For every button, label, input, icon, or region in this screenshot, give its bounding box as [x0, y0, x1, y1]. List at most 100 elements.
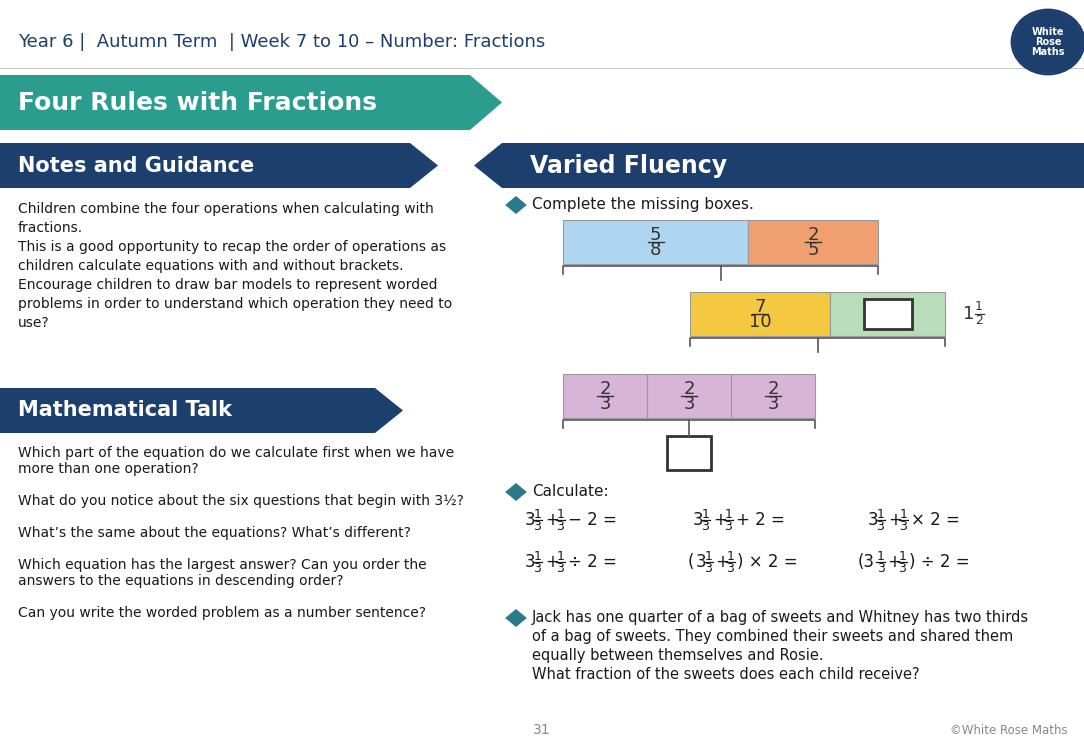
Text: +: + — [545, 511, 559, 529]
FancyBboxPatch shape — [647, 374, 731, 418]
FancyBboxPatch shape — [864, 299, 912, 329]
Text: problems in order to understand which operation they need to: problems in order to understand which op… — [18, 297, 452, 311]
Text: Varied Fluency: Varied Fluency — [530, 154, 727, 178]
Text: Which part of the equation do we calculate first when we have: Which part of the equation do we calcula… — [18, 446, 454, 460]
Text: 1: 1 — [975, 301, 983, 313]
Text: This is a good opportunity to recap the order of operations as: This is a good opportunity to recap the … — [18, 240, 447, 254]
Text: 31: 31 — [533, 723, 551, 737]
Polygon shape — [505, 483, 527, 501]
Text: 1: 1 — [877, 508, 885, 520]
Polygon shape — [474, 143, 502, 188]
Text: 3: 3 — [533, 520, 541, 532]
Text: Year 6 |  Autumn Term  | Week 7 to 10 – Number: Fractions: Year 6 | Autumn Term | Week 7 to 10 – Nu… — [18, 33, 545, 51]
Text: 5: 5 — [649, 226, 661, 244]
FancyBboxPatch shape — [563, 374, 647, 418]
Text: 3: 3 — [877, 520, 885, 532]
Text: 2: 2 — [975, 314, 983, 328]
Text: 5: 5 — [808, 241, 818, 259]
Text: 3: 3 — [767, 395, 778, 413]
Text: − 2 =: − 2 = — [568, 511, 617, 529]
FancyBboxPatch shape — [0, 75, 470, 130]
Text: 1: 1 — [533, 508, 541, 520]
FancyBboxPatch shape — [830, 292, 945, 336]
Text: Calculate:: Calculate: — [532, 484, 608, 500]
Text: 1: 1 — [724, 508, 732, 520]
FancyBboxPatch shape — [563, 220, 748, 264]
Text: 3: 3 — [556, 562, 565, 574]
Text: ÷ 2 =: ÷ 2 = — [568, 553, 617, 571]
FancyBboxPatch shape — [731, 374, 815, 418]
Text: 7: 7 — [754, 298, 765, 316]
Text: 1: 1 — [963, 305, 975, 323]
Text: 1: 1 — [899, 550, 906, 562]
FancyBboxPatch shape — [0, 388, 375, 433]
Text: +: + — [713, 511, 727, 529]
Text: 1: 1 — [726, 550, 734, 562]
Text: What do you notice about the six questions that begin with 3½?: What do you notice about the six questio… — [18, 494, 464, 508]
Text: 2: 2 — [683, 380, 695, 398]
Text: ©White Rose Maths: ©White Rose Maths — [951, 724, 1068, 736]
Text: Which equation has the largest answer? Can you order the: Which equation has the largest answer? C… — [18, 558, 427, 572]
Text: equally between themselves and Rosie.: equally between themselves and Rosie. — [532, 648, 824, 663]
Text: 1: 1 — [556, 550, 565, 562]
Polygon shape — [470, 75, 502, 130]
Text: answers to the equations in descending order?: answers to the equations in descending o… — [18, 574, 344, 588]
Text: 1: 1 — [705, 550, 712, 562]
Text: 3: 3 — [525, 511, 535, 529]
Text: Complete the missing boxes.: Complete the missing boxes. — [532, 197, 753, 212]
Text: 3: 3 — [701, 520, 709, 532]
Text: fractions.: fractions. — [18, 221, 83, 235]
Text: Mathematical Talk: Mathematical Talk — [18, 400, 232, 421]
Text: Notes and Guidance: Notes and Guidance — [18, 155, 255, 176]
Text: 3: 3 — [724, 520, 732, 532]
Text: +: + — [888, 553, 901, 571]
Polygon shape — [375, 388, 403, 433]
Text: Encourage children to draw bar models to represent worded: Encourage children to draw bar models to… — [18, 278, 438, 292]
Text: 2: 2 — [599, 380, 610, 398]
Text: children calculate equations with and without brackets.: children calculate equations with and wi… — [18, 259, 403, 273]
Polygon shape — [505, 609, 527, 627]
Text: (3: (3 — [859, 553, 875, 571]
Text: 3: 3 — [877, 562, 885, 574]
Text: What fraction of the sweets does each child receive?: What fraction of the sweets does each ch… — [532, 667, 919, 682]
Text: Four Rules with Fractions: Four Rules with Fractions — [18, 91, 377, 115]
Text: 3: 3 — [525, 553, 535, 571]
Text: Jack has one quarter of a bag of sweets and Whitney has two thirds: Jack has one quarter of a bag of sweets … — [532, 610, 1029, 625]
Text: more than one operation?: more than one operation? — [18, 462, 198, 476]
Text: 3: 3 — [705, 562, 712, 574]
Text: 3: 3 — [683, 395, 695, 413]
Text: Maths: Maths — [1031, 47, 1064, 57]
FancyBboxPatch shape — [502, 143, 1084, 188]
Text: 2: 2 — [808, 226, 818, 244]
Text: What’s the same about the equations? What’s different?: What’s the same about the equations? Wha… — [18, 526, 411, 540]
Text: 1: 1 — [556, 508, 565, 520]
Text: +: + — [888, 511, 902, 529]
Text: 3: 3 — [696, 553, 707, 571]
Text: 3: 3 — [900, 520, 907, 532]
Text: 8: 8 — [649, 241, 661, 259]
Text: ) ÷ 2 =: ) ÷ 2 = — [909, 553, 970, 571]
Text: + 2 =: + 2 = — [736, 511, 785, 529]
Text: Children combine the four operations when calculating with: Children combine the four operations whe… — [18, 202, 434, 216]
Text: 3: 3 — [693, 511, 704, 529]
Polygon shape — [410, 143, 438, 188]
Text: 3: 3 — [599, 395, 610, 413]
Text: 1: 1 — [701, 508, 709, 520]
Text: +: + — [545, 553, 559, 571]
Text: 10: 10 — [749, 313, 772, 331]
Text: +: + — [715, 553, 730, 571]
Text: (: ( — [688, 553, 695, 571]
Text: 3: 3 — [726, 562, 734, 574]
Text: use?: use? — [18, 316, 50, 330]
Text: of a bag of sweets. They combined their sweets and shared them: of a bag of sweets. They combined their … — [532, 629, 1014, 644]
FancyBboxPatch shape — [0, 143, 410, 188]
Text: 3: 3 — [899, 562, 906, 574]
Text: 1: 1 — [900, 508, 907, 520]
Text: Rose: Rose — [1035, 37, 1061, 47]
Ellipse shape — [1014, 12, 1082, 72]
Text: Can you write the worded problem as a number sentence?: Can you write the worded problem as a nu… — [18, 606, 426, 620]
Polygon shape — [505, 196, 527, 214]
Text: White: White — [1032, 27, 1064, 37]
FancyBboxPatch shape — [748, 220, 878, 264]
Text: 3: 3 — [533, 562, 541, 574]
